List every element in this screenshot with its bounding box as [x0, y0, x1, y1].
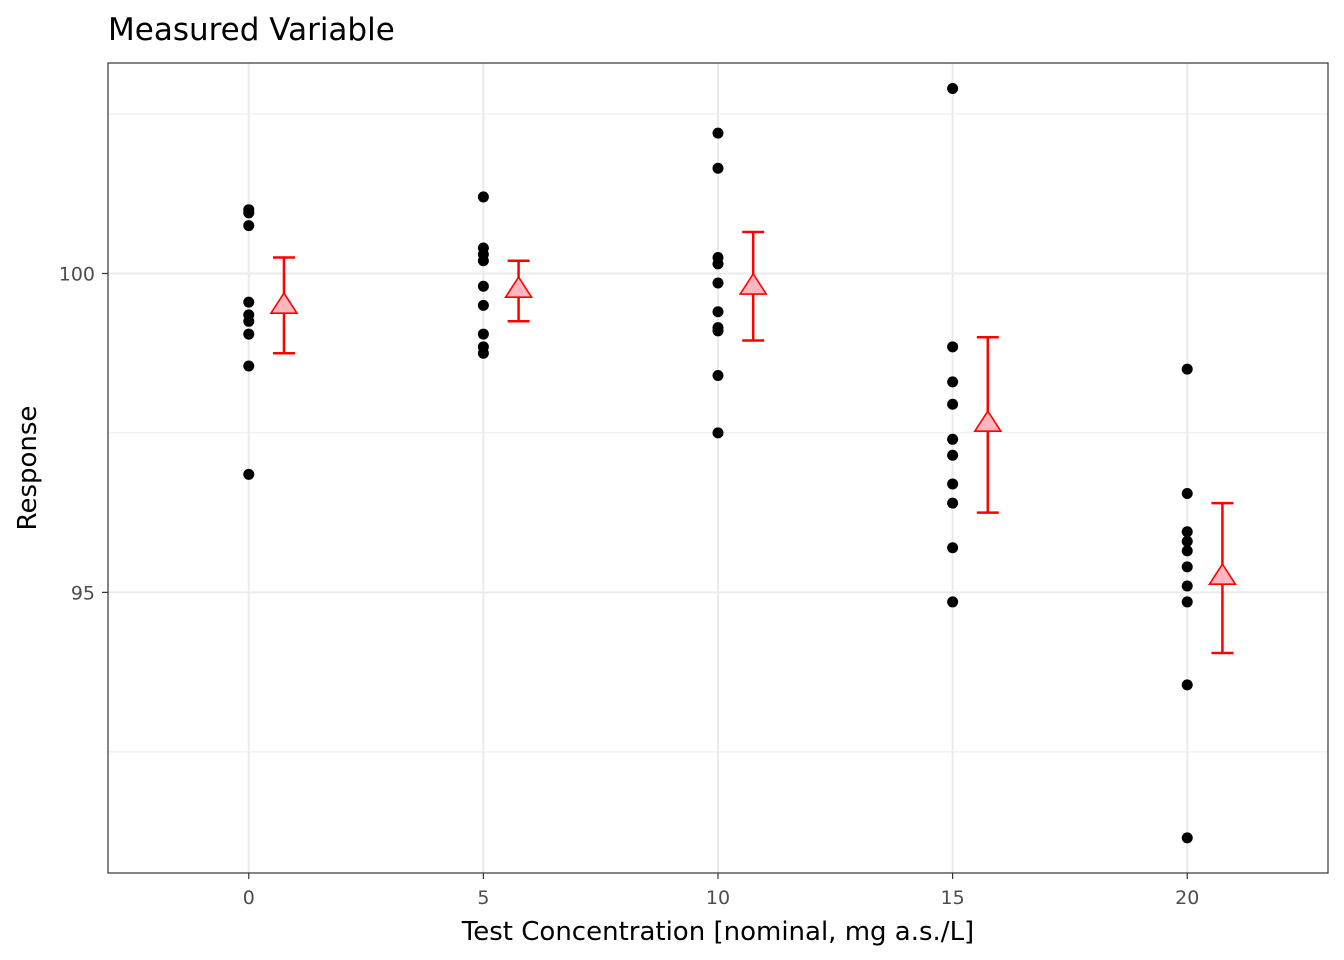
x-axis-title: Test Concentration [nominal, mg a.s./L]: [461, 917, 974, 947]
y-tick-label: 95: [71, 582, 95, 604]
data-point: [1181, 596, 1193, 608]
data-point: [1181, 580, 1193, 592]
axis-layer: 0 5 10 15 20 95 100: [59, 263, 1200, 909]
chart-title: Measured Variable: [108, 12, 395, 48]
data-point: [947, 497, 959, 509]
mean-marker: [973, 409, 1003, 432]
data-point: [477, 299, 489, 311]
data-point: [1181, 535, 1193, 547]
data-point: [1181, 526, 1193, 538]
data-point: [947, 478, 959, 490]
data-point: [947, 376, 959, 388]
data-point: [1181, 363, 1193, 375]
mean-errorbar-group: [973, 336, 1003, 514]
data-point: [712, 325, 724, 337]
data-point: [712, 258, 724, 270]
data-point: [477, 328, 489, 340]
data-point: [712, 427, 724, 439]
data-point: [243, 207, 255, 219]
data-point: [947, 449, 959, 461]
mean-errorbar-group: [269, 256, 299, 355]
x-tick-label: 10: [706, 887, 730, 909]
data-point: [243, 360, 255, 372]
data-point: [947, 596, 959, 608]
data-point: [712, 127, 724, 139]
data-point: [243, 220, 255, 232]
y-axis-title: Response: [13, 406, 43, 531]
mean-errorbar-group: [1207, 501, 1237, 655]
data-point: [1181, 832, 1193, 844]
data-point: [947, 341, 959, 353]
data-point: [1181, 545, 1193, 557]
data-point: [947, 398, 959, 410]
mean-marker: [504, 275, 534, 299]
data-point: [947, 433, 959, 445]
data-point: [243, 328, 255, 340]
data-point: [1181, 561, 1193, 573]
mean-errorbar-group: [504, 259, 534, 323]
data-point: [477, 347, 489, 359]
y-tick-label: 100: [59, 263, 95, 285]
mean-marker: [738, 272, 768, 295]
data-point: [243, 468, 255, 480]
data-point: [712, 277, 724, 289]
data-point: [243, 296, 255, 308]
data-layer: [243, 83, 1237, 844]
data-point: [712, 306, 724, 318]
data-point: [1181, 679, 1193, 691]
data-point: [243, 315, 255, 327]
data-point: [712, 370, 724, 382]
mean-errorbar-group: [738, 230, 768, 342]
mean-marker: [269, 291, 299, 314]
data-point: [712, 162, 724, 174]
x-tick-label: 15: [941, 887, 965, 909]
data-point: [477, 191, 489, 203]
mean-marker: [1207, 562, 1237, 586]
data-point: [947, 83, 959, 95]
x-tick-label: 5: [477, 887, 489, 909]
data-point: [1181, 488, 1193, 500]
x-tick-label: 20: [1175, 887, 1199, 909]
data-point: [477, 255, 489, 267]
data-point: [947, 542, 959, 554]
x-tick-label: 0: [243, 887, 255, 909]
data-point: [477, 280, 489, 292]
